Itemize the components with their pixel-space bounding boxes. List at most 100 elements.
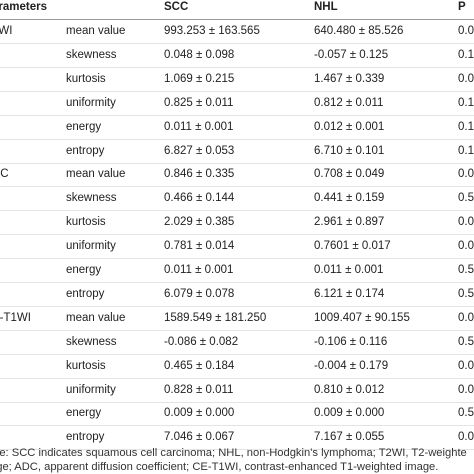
cell-p: 0.0 — [458, 240, 474, 253]
row-feature-label: mean value — [66, 311, 126, 324]
cell-scc: 0.846 ± 0.335 — [164, 168, 235, 181]
table-row: E-T1WI mean value 1589.549 ± 181.250 1009.4… — [0, 307, 474, 331]
cell-nhl: 0.441 ± 0.159 — [314, 192, 385, 205]
table-row: kurtosis 1.069 ± 0.215 1.467 ± 0.339 0.0 — [0, 68, 474, 92]
table-row: skewness 0.466 ± 0.144 0.441 ± 0.159 0.5 — [0, 187, 474, 212]
row-group-label: DC — [0, 168, 9, 181]
row-feature-label: entropy — [66, 287, 105, 300]
cell-p: 0.5 — [458, 335, 474, 348]
cell-p: 0.0 — [458, 311, 474, 324]
cell-nhl: 0.011 ± 0.001 — [314, 264, 384, 276]
cell-p: 0.5 — [458, 287, 474, 300]
cell-p: 0.1 — [458, 96, 474, 109]
table-row: kurtosis 0.465 ± 0.184 -0.004 ± 0.179 0.0 — [0, 355, 474, 379]
table-header: arameters SCC NHL P — [0, 0, 474, 20]
row-feature-label: skewness — [66, 48, 117, 61]
cell-p: 0.0 — [458, 431, 474, 444]
cell-nhl: 6.121 ± 0.174 — [314, 287, 385, 300]
row-group-label: E-T1WI — [0, 311, 31, 324]
cell-p: 0.0 — [458, 25, 474, 37]
table-row: uniformity 0.781 ± 0.014 0.7601 ± 0.017 0.0 — [0, 235, 474, 260]
cell-scc: 6.079 ± 0.078 — [164, 287, 235, 300]
row-feature-label: kurtosis — [66, 359, 106, 372]
table-row: skewness -0.086 ± 0.082 -0.106 ± 0.116 0.5 — [0, 331, 474, 355]
cell-p: 0.0 — [458, 383, 474, 396]
table-row: DC mean value 0.846 ± 0.335 0.708 ± 0.049 0.… — [0, 163, 474, 188]
row-feature-label: entropy — [66, 431, 105, 444]
cell-nhl: 2.961 ± 0.897 — [314, 216, 385, 229]
cell-nhl: 0.009 ± 0.000 — [314, 407, 385, 420]
cell-scc: 1.069 ± 0.215 — [164, 72, 235, 85]
cell-scc: 0.781 ± 0.014 — [164, 240, 235, 253]
footnote-line-2: age; ADC, apparent diffusion coefficient… — [0, 460, 439, 473]
row-feature-label: uniformity — [66, 383, 116, 396]
cell-scc: 0.011 ± 0.001 — [164, 264, 234, 276]
table-row: 2WI mean value 993.253 ± 163.565 640.480 ± … — [0, 20, 474, 44]
cell-nhl: -0.106 ± 0.116 — [314, 335, 388, 348]
header-parameters: arameters — [0, 1, 47, 13]
cell-nhl: 0.708 ± 0.049 — [314, 168, 385, 181]
row-feature-label: mean value — [66, 25, 126, 37]
header-nhl: NHL — [314, 1, 338, 13]
table-row: energy 0.009 ± 0.000 0.009 ± 0.000 0.5 — [0, 402, 474, 427]
cell-scc: 6.827 ± 0.053 — [164, 144, 235, 157]
cell-scc: 7.046 ± 0.067 — [164, 431, 235, 444]
cell-nhl: 7.167 ± 0.055 — [314, 431, 385, 444]
row-feature-label: uniformity — [66, 240, 116, 253]
cell-nhl: 0.012 ± 0.001 — [314, 120, 385, 133]
row-feature-label: entropy — [66, 144, 105, 157]
table-row: entropy 6.079 ± 0.078 6.121 ± 0.174 0.5 — [0, 283, 474, 307]
cell-p: 0.0 — [458, 72, 474, 85]
cell-scc: 993.253 ± 163.565 — [164, 25, 260, 37]
row-feature-label: mean value — [66, 168, 126, 181]
row-feature-label: kurtosis — [66, 72, 106, 85]
row-feature-label: skewness — [66, 192, 117, 205]
cell-scc: 1589.549 ± 181.250 — [164, 311, 267, 324]
cell-nhl: -0.057 ± 0.125 — [314, 48, 389, 61]
row-feature-label: kurtosis — [66, 216, 106, 229]
cell-nhl: 1009.407 ± 90.155 — [314, 311, 410, 324]
row-feature-label: energy — [66, 120, 102, 133]
cell-p: 0.0 — [458, 168, 474, 181]
table-row: uniformity 0.825 ± 0.011 0.812 ± 0.011 0.1 — [0, 92, 474, 116]
footnote-line-1: ote: SCC indicates squamous cell carcino… — [0, 447, 467, 459]
cell-p: 0.1 — [458, 48, 474, 61]
cell-scc: 0.009 ± 0.000 — [164, 407, 235, 420]
header-scc: SCC — [164, 1, 189, 13]
row-feature-label: skewness — [66, 335, 117, 348]
cell-nhl: 640.480 ± 85.526 — [314, 25, 404, 37]
cell-nhl: 0.7601 ± 0.017 — [314, 240, 391, 253]
table-row: energy 0.011 ± 0.001 0.011 ± 0.001 0.5 — [0, 259, 474, 283]
table-row: kurtosis 2.029 ± 0.385 2.961 ± 0.897 0.0 — [0, 211, 474, 236]
cell-nhl: 1.467 ± 0.339 — [314, 72, 385, 85]
table-row: entropy 7.046 ± 0.067 7.167 ± 0.055 0.0 — [0, 426, 474, 451]
cell-scc: 2.029 ± 0.385 — [164, 216, 235, 229]
cell-nhl: 0.810 ± 0.012 — [314, 383, 385, 396]
cell-nhl: -0.004 ± 0.179 — [314, 359, 389, 372]
cell-p: 0.5 — [458, 407, 474, 420]
row-feature-label: energy — [66, 264, 102, 276]
cell-p: 0.5 — [458, 264, 474, 276]
cell-scc: 0.466 ± 0.144 — [164, 192, 235, 205]
cell-scc: 0.465 ± 0.184 — [164, 359, 235, 372]
cell-nhl: 0.812 ± 0.011 — [314, 96, 384, 109]
cell-p: 0.0 — [458, 359, 474, 372]
cell-p: 0.1 — [458, 120, 474, 133]
header-p: P — [458, 1, 466, 13]
cell-scc: 0.825 ± 0.011 — [164, 96, 234, 109]
table-row: energy 0.011 ± 0.001 0.012 ± 0.001 0.1 — [0, 116, 474, 140]
cell-p: 0.1 — [458, 144, 474, 157]
cell-scc: 0.011 ± 0.001 — [164, 120, 234, 133]
cell-scc: 0.828 ± 0.011 — [164, 383, 234, 396]
cell-nhl: 6.710 ± 0.101 — [314, 144, 385, 157]
row-feature-label: energy — [66, 407, 102, 420]
row-feature-label: uniformity — [66, 96, 116, 109]
cell-scc: 0.048 ± 0.098 — [164, 48, 235, 61]
row-group-label: 2WI — [0, 25, 13, 37]
table-row: uniformity 0.828 ± 0.011 0.810 ± 0.012 0.0 — [0, 379, 474, 403]
cell-scc: -0.086 ± 0.082 — [164, 335, 239, 348]
table-footnote: ote: SCC indicates squamous cell carcino… — [0, 447, 474, 474]
cell-p: 0.5 — [458, 192, 474, 205]
table-row: skewness 0.048 ± 0.098 -0.057 ± 0.125 0.1 — [0, 44, 474, 68]
table-row: entropy 6.827 ± 0.053 6.710 ± 0.101 0.1 — [0, 140, 474, 164]
